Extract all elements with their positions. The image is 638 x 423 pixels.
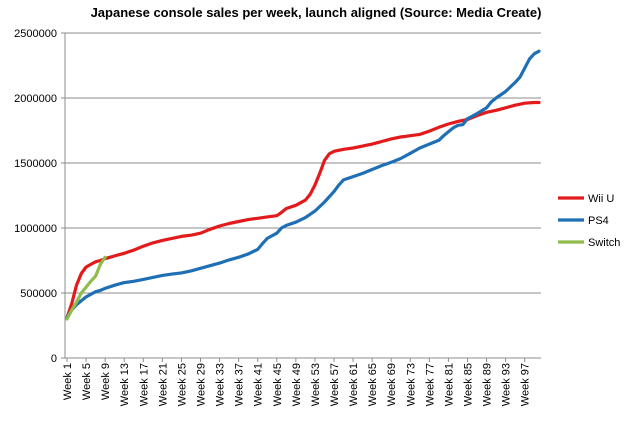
x-tick-label: Week 65 [367,363,379,406]
y-tick-label: 1500000 [14,158,57,170]
chart-title: Japanese console sales per week, launch … [91,5,542,20]
x-tick-label: Week 45 [272,363,284,406]
series-line-switch [65,255,107,321]
x-tick-label: Week 13 [119,363,131,406]
y-tick-label: 500000 [20,288,57,300]
y-tick-label: 2500000 [14,28,57,40]
x-tick-label: Week 85 [462,363,474,406]
legend: Wii U PS4 Switch [558,193,620,249]
x-tick-label: Week 73 [405,363,417,406]
x-tick-label: Week 41 [253,363,265,406]
x-tick-label: Week 17 [138,363,150,406]
x-tick-label: Week 49 [291,363,303,406]
x-tick-label: Week 61 [348,363,360,406]
y-tick-label: 2000000 [14,93,57,105]
legend-label: Wii U [588,193,614,205]
x-tick-label: Week 89 [482,363,494,406]
y-axis: 0 500000 1000000 1500000 2000000 2500000 [14,28,66,365]
y-tick-label: 0 [51,353,57,365]
x-tick-label: Week 69 [386,363,398,406]
x-tick-label: Week 81 [443,363,455,406]
x-tick-label: Week 93 [501,363,513,406]
y-tick-label: 1000000 [14,223,57,235]
x-tick-label: Week 37 [234,363,246,406]
x-tick-label: Week 33 [215,363,227,406]
x-tick-label: Week 9 [100,363,112,400]
legend-label: PS4 [588,215,609,227]
x-tick-label: Week 1 [62,363,74,400]
series-lines [65,49,541,321]
x-tick-label: Week 21 [157,363,169,406]
x-tick-label: Week 5 [81,363,93,400]
series-line-wii-u [65,100,541,320]
gridlines [65,32,541,294]
x-axis: Week 1 Week 5 Week 9 Week 13 Week 17 Week 21 W… [62,357,541,406]
x-tick-label: Week 57 [329,363,341,406]
x-tick-label: Week 29 [195,363,207,406]
x-tick-label: Week 77 [424,363,436,406]
series-line-ps4 [65,49,541,320]
x-tick-label: Week 25 [176,363,188,406]
x-tick-label: Week 97 [520,363,532,406]
x-tick-label: Week 53 [310,363,322,406]
legend-label: Switch [588,237,620,249]
